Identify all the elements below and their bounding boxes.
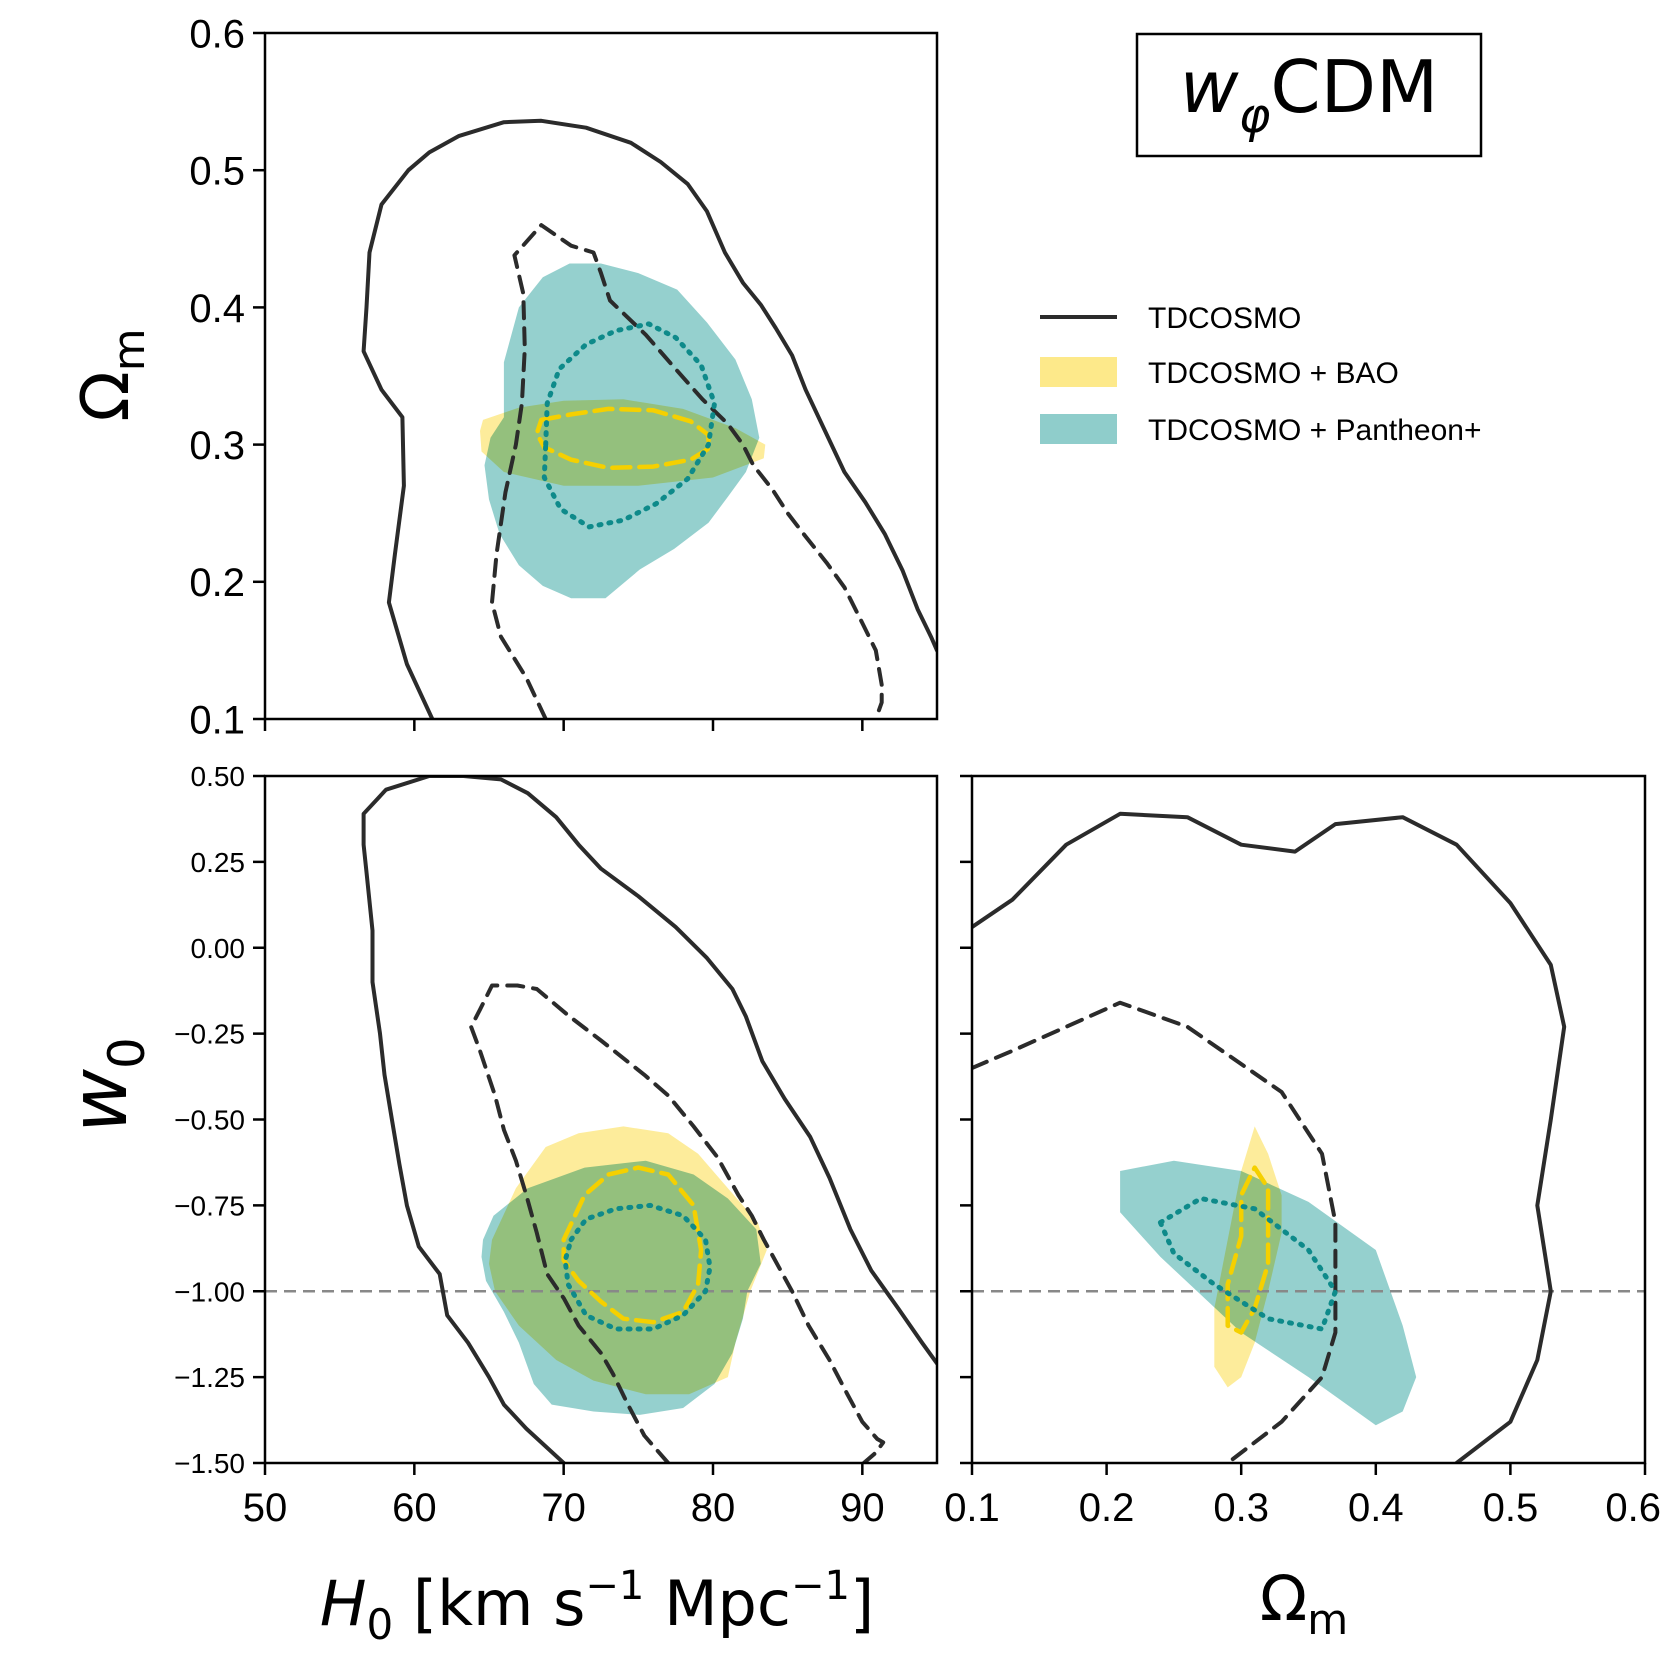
- contour-tdcosmo-95: [361, 776, 937, 1463]
- y-tick-label: −1.50: [174, 1448, 245, 1479]
- contour-bao-68: [1225, 1165, 1271, 1335]
- x-tick-label: 0.6: [1605, 1486, 1661, 1530]
- contour-layer: [972, 811, 1645, 1463]
- legend-swatch-pantheon: [1040, 414, 1117, 444]
- x-tick-label: 0.3: [1213, 1486, 1269, 1530]
- legend-swatch-bao: [1040, 357, 1117, 387]
- contour-layer: [361, 118, 937, 719]
- title-frame: [1135, 32, 1483, 158]
- contour-pantheon-68: [562, 1202, 713, 1332]
- title-box: wφCDM: [1135, 32, 1483, 158]
- x-tick-label: 0.1: [944, 1486, 1000, 1530]
- contour-bao-95: [1214, 1126, 1282, 1388]
- y-tick-label: 0.1: [189, 698, 245, 742]
- contour-pantheon-68: [541, 321, 717, 530]
- y-tick-label: −1.00: [174, 1276, 245, 1307]
- axes-frame: [263, 31, 939, 721]
- y-tick-label: −0.50: [174, 1105, 245, 1136]
- chart-title: wφCDM: [1180, 45, 1438, 144]
- y-tick-label: 0.50: [191, 761, 246, 792]
- contour-tdcosmo-68: [972, 1000, 1338, 1463]
- y-tick-label: 0.3: [189, 424, 245, 468]
- contour-tdcosmo-68: [469, 983, 886, 1463]
- legend-label-pantheon: TDCOSMO + Pantheon+: [1148, 414, 1482, 447]
- y-tick-label: −1.25: [174, 1362, 245, 1393]
- y-tick-label: 0.2: [189, 561, 245, 605]
- y-tick-label: −0.75: [174, 1190, 245, 1221]
- x-tick-label: 70: [541, 1486, 586, 1530]
- x-tick-label: 0.5: [1483, 1486, 1539, 1530]
- y-axis-label-omega-m: Ωm: [67, 328, 155, 421]
- y-tick-label: 0.00: [191, 933, 246, 964]
- y-tick-label: −0.25: [174, 1019, 245, 1050]
- y-tick-label: 0.4: [189, 287, 245, 331]
- x-axis-label-omega-m: Ωm: [1260, 1562, 1348, 1644]
- y-axis-label-w0: w0: [55, 1037, 156, 1133]
- legend: TDCOSMO TDCOSMO + BAO TDCOSMO + Pantheon…: [1040, 302, 1482, 447]
- contour-layer: [265, 776, 937, 1463]
- x-tick-label: 0.4: [1348, 1486, 1404, 1530]
- x-axis-label-h0: H0 [km s−1 Mpc−1]: [320, 1563, 874, 1649]
- legend-label-bao: TDCOSMO + BAO: [1148, 357, 1399, 390]
- contour-pantheon-68: [1157, 1196, 1338, 1332]
- panel-h0-w0: 0.50 0.25 0.00 −0.25 −0.50 −0.75 −1.00 −1.25 −1.…: [174, 761, 939, 1530]
- contour-bao-68: [534, 406, 711, 471]
- contour-pantheon-95: [1120, 1160, 1417, 1426]
- x-tick-label: 50: [243, 1486, 288, 1530]
- panel-omega-m-w0: 0.1 0.2 0.3 0.4 0.5 0.6: [944, 774, 1661, 1530]
- x-tick-label: 60: [392, 1486, 437, 1530]
- x-tick-label: 0.2: [1079, 1486, 1135, 1530]
- contour-bao-95: [489, 1126, 767, 1395]
- y-tick-label: 0.5: [189, 150, 245, 194]
- panel-h0-omega-m: 0.1 0.2 0.3 0.4 0.5 0.6: [189, 12, 939, 742]
- contour-bao-68: [561, 1165, 704, 1325]
- x-tick-label: 80: [691, 1486, 736, 1530]
- contour-tdcosmo-68: [490, 223, 884, 719]
- y-tick-label: 0.25: [191, 847, 246, 878]
- contour-tdcosmo-95: [361, 118, 937, 719]
- x-tick-label: 90: [840, 1486, 885, 1530]
- legend-label-tdcosmo: TDCOSMO: [1148, 302, 1301, 335]
- y-tick-label: 0.6: [189, 12, 245, 56]
- contour-bao-95: [480, 399, 766, 486]
- contour-tdcosmo-95: [972, 811, 1567, 1463]
